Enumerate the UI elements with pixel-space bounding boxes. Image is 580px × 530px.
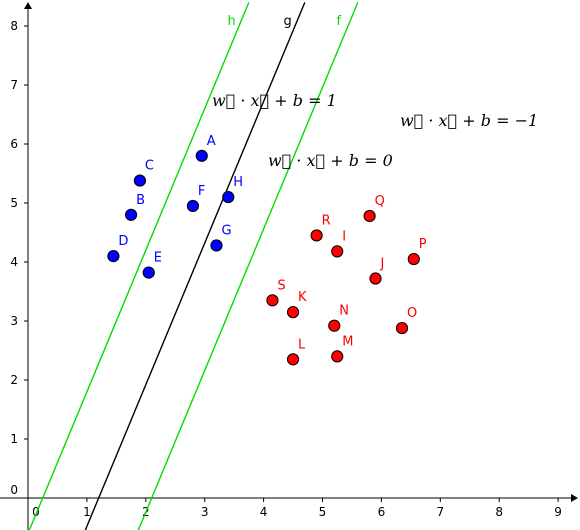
y-tick-label: 6 <box>10 137 18 151</box>
y-tick-label: 2 <box>10 373 18 387</box>
line-h <box>28 2 250 530</box>
point-K[interactable] <box>286 306 300 319</box>
point-J[interactable] <box>369 272 382 285</box>
point-H[interactable] <box>222 191 235 204</box>
point-label-L: L <box>298 337 306 352</box>
line-g <box>84 2 306 530</box>
point-label-I: I <box>342 229 346 244</box>
y-tick-label: 7 <box>10 78 18 92</box>
x-axis-arrow <box>571 494 578 502</box>
point-M[interactable] <box>331 350 344 363</box>
point-label-S: S <box>277 278 285 293</box>
point-O[interactable] <box>395 321 409 335</box>
point-R[interactable] <box>310 229 323 242</box>
point-label-J: J <box>380 257 385 272</box>
point-L[interactable] <box>286 353 300 366</box>
x-tick-label: 3 <box>201 505 209 519</box>
point-N[interactable] <box>328 319 341 332</box>
x-tick-label: 6 <box>378 505 386 519</box>
point-B[interactable] <box>124 208 138 221</box>
point-label-Q: Q <box>375 194 385 209</box>
point-label-C: C <box>145 159 154 174</box>
equation-labels: w⃗ · x⃗ + b = 1 w⃗ · x⃗ + b = −1 w⃗ · x⃗… <box>212 91 538 170</box>
point-label-D: D <box>118 234 128 249</box>
point-G[interactable] <box>210 239 223 252</box>
point-E[interactable] <box>142 266 155 279</box>
point-label-F: F <box>198 184 205 199</box>
x-tick-label: 1 <box>83 505 91 519</box>
y-tick-label: 4 <box>10 255 18 269</box>
x-tick-label: 9 <box>554 505 562 519</box>
y-axis-arrow <box>24 2 32 9</box>
point-label-G: G <box>221 223 231 238</box>
line-f <box>137 2 359 530</box>
point-label-M: M <box>342 334 353 349</box>
y-tick-label: 1 <box>10 432 18 446</box>
x-tick-label: 8 <box>495 505 503 519</box>
y-tick-label: 5 <box>10 196 18 210</box>
point-label-O: O <box>407 306 417 321</box>
point-Q[interactable] <box>363 209 376 223</box>
point-label-K: K <box>298 290 307 305</box>
equation-zero: w⃗ · x⃗ + b = 0 <box>268 151 393 170</box>
point-label-N: N <box>339 304 349 319</box>
point-D[interactable] <box>107 250 120 263</box>
x-tick-label: 4 <box>260 505 268 519</box>
point-A[interactable] <box>195 149 208 162</box>
data-points: A B C D E F G H I J K L MN O P Q R S <box>107 134 427 366</box>
line-label-g: g <box>283 14 291 29</box>
point-label-H: H <box>233 175 243 190</box>
x-tick-label: 0 <box>32 505 40 519</box>
x-tick-label: 7 <box>436 505 444 519</box>
point-S[interactable] <box>266 294 279 307</box>
point-label-A: A <box>207 134 216 149</box>
equation-minus-one: w⃗ · x⃗ + b = −1 <box>400 111 538 130</box>
point-P[interactable] <box>407 252 420 266</box>
point-label-R: R <box>322 213 331 228</box>
point-label-P: P <box>419 237 427 252</box>
point-F[interactable] <box>186 199 200 213</box>
y-tick-label: 8 <box>10 19 18 33</box>
point-label-B: B <box>136 193 145 208</box>
point-C[interactable] <box>133 174 147 187</box>
y-tick-label: 0 <box>10 483 18 497</box>
x-tick-label: 5 <box>319 505 327 519</box>
line-label-h: h <box>228 14 236 29</box>
equation-plus-one: w⃗ · x⃗ + b = 1 <box>212 91 337 110</box>
point-I[interactable] <box>331 245 344 258</box>
y-tick-label: 3 <box>10 314 18 328</box>
point-label-E: E <box>154 251 162 266</box>
line-label-f: f <box>336 14 341 29</box>
